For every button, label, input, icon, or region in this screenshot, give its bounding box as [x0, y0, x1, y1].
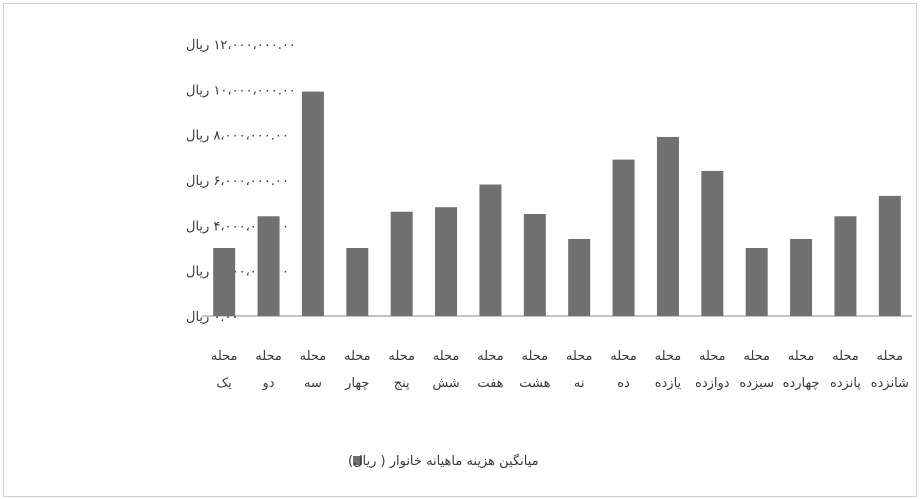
- x-tick-label: دوازده: [695, 376, 730, 391]
- bar: [790, 238, 813, 316]
- bar: [568, 238, 591, 316]
- bar: [745, 248, 768, 316]
- bar: [213, 248, 236, 316]
- x-tick-label: یازده: [655, 376, 682, 391]
- x-axis-tick-labels: محله یک محله دو محله سه محله چهار محله پنج محله شش م…: [211, 349, 909, 391]
- x-tick-label: محله: [832, 349, 859, 364]
- x-tick-label: محله: [788, 349, 815, 364]
- x-tick-label: شانزده: [871, 376, 909, 391]
- bar: [301, 91, 324, 316]
- x-tick-label: محله: [876, 349, 903, 364]
- bar: [656, 136, 679, 316]
- x-tick-label: شش: [432, 376, 459, 391]
- x-tick-label: چهار: [344, 376, 369, 391]
- x-tick-label: پنج: [394, 376, 410, 391]
- x-tick-label: پانزده: [830, 376, 861, 391]
- x-tick-label: هشت: [519, 376, 550, 391]
- x-tick-label: محله: [477, 349, 504, 364]
- chart-frame: ۰.۰۰ ریال ۲،۰۰۰،۰۰۰.۰۰ ریال ۴،۰۰۰،۰۰۰.۰۰ ر…: [3, 3, 917, 497]
- x-tick-label: چهارده: [783, 376, 820, 391]
- x-tick-label: سیزده: [739, 376, 774, 391]
- bar: [701, 170, 724, 316]
- x-tick-label: محله: [743, 349, 770, 364]
- x-tick-label: هفت: [477, 376, 503, 391]
- legend-swatch: [353, 456, 362, 465]
- x-tick-label: محله: [699, 349, 726, 364]
- bar: [390, 211, 413, 316]
- bars-group: [213, 91, 901, 316]
- x-tick-label: محله: [610, 349, 637, 364]
- x-tick-label: محله: [433, 349, 460, 364]
- y-tick-label: ۱۲،۰۰۰،۰۰۰.۰۰ ریال: [186, 38, 296, 53]
- bar: [834, 216, 857, 316]
- x-tick-label: محله: [566, 349, 593, 364]
- x-tick-label: سه: [304, 376, 322, 391]
- x-tick-label: محله: [211, 349, 238, 364]
- x-tick-label: محله: [521, 349, 548, 364]
- x-tick-label: نه: [574, 376, 585, 391]
- y-tick-label: ۱۰،۰۰۰،۰۰۰.۰۰ ریال: [186, 83, 296, 98]
- x-tick-label: محله: [388, 349, 415, 364]
- x-tick-label: یک: [217, 376, 233, 391]
- bar: [435, 207, 458, 316]
- bar: [479, 184, 502, 316]
- bar: [612, 159, 635, 316]
- legend: میانگین هزینه ماهیانه خانوار ( ریال): [348, 453, 539, 469]
- x-tick-label: محله: [300, 349, 327, 364]
- bar: [523, 214, 546, 316]
- y-tick-label: ۸،۰۰۰،۰۰۰.۰۰ ریال: [186, 129, 289, 144]
- x-tick-label: دو: [262, 376, 275, 391]
- bar: [346, 248, 369, 316]
- bar: [878, 195, 901, 316]
- bar: [257, 216, 280, 316]
- y-tick-label: ۶،۰۰۰،۰۰۰.۰۰ ریال: [186, 174, 289, 189]
- x-tick-label: محله: [344, 349, 371, 364]
- x-tick-label: ده: [617, 376, 630, 391]
- legend-label: میانگین هزینه ماهیانه خانوار ( ریال): [348, 453, 539, 469]
- x-tick-label: محله: [255, 349, 282, 364]
- x-tick-label: محله: [655, 349, 682, 364]
